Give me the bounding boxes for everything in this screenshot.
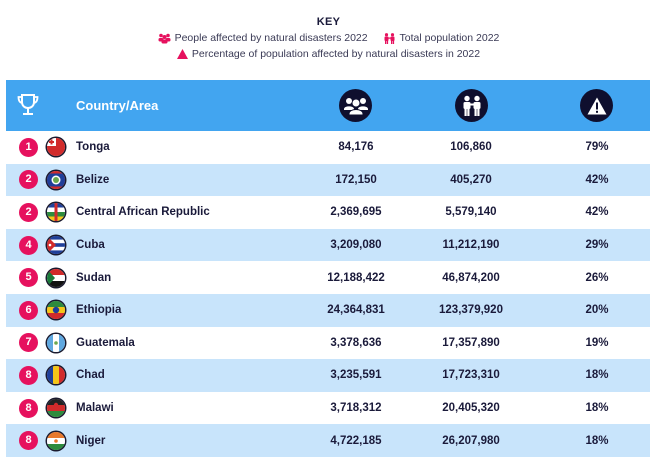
couple-icon (384, 32, 395, 44)
malawi-flag-icon (47, 399, 65, 418)
chad-flag-icon (47, 366, 65, 385)
table-row: 1 Tonga 84,176 106,860 79% (6, 131, 650, 164)
rank-badge: 7 (19, 333, 38, 353)
car-flag-icon (47, 203, 65, 222)
key-item-total-population: Total population 2022 (383, 30, 500, 46)
percentage-value: 18% (585, 369, 609, 382)
table-row: 8 Chad 3,235,591 17,723,310 18% (6, 359, 650, 392)
rank-badge: 5 (19, 268, 38, 288)
percentage-value: 42% (585, 173, 609, 186)
rank-badge: 2 (19, 170, 38, 190)
guatemala-flag-icon (47, 333, 65, 352)
country-name: Ethiopia (76, 304, 122, 317)
warning-triangle-icon (176, 49, 188, 59)
percentage-value: 20% (585, 304, 609, 317)
key-percentage-label: Percentage of population affected by nat… (191, 48, 481, 60)
percentage-value: 26% (585, 271, 609, 284)
percentage-value: 79% (585, 141, 609, 154)
key-item-percentage: Percentage of population affected by nat… (176, 46, 481, 62)
table-row: 5 Sudan 12,188,422 46,874,200 26% (6, 261, 650, 294)
people-affected-value: 3,378,636 (330, 336, 382, 349)
cuba-flag-icon (47, 236, 65, 255)
key-item-people-affected: People affected by natural disasters 202… (158, 30, 368, 46)
country-name: Malawi (76, 402, 114, 415)
country-name: Cuba (76, 239, 105, 252)
total-population-value: 26,207,980 (442, 434, 500, 447)
rank-badge: 4 (19, 235, 38, 255)
country-name: Central African Republic (76, 206, 210, 219)
rank-badge: 8 (19, 431, 38, 451)
key-title: KEY (316, 16, 341, 28)
niger-flag-icon (47, 431, 65, 450)
total-population-value: 106,860 (450, 141, 492, 154)
warning-icon (580, 89, 613, 122)
people-affected-value: 24,364,831 (327, 304, 385, 317)
sudan-flag-icon (47, 268, 65, 287)
disaster-table: Country/Area (6, 80, 650, 457)
percentage-value: 18% (585, 434, 609, 447)
people-affected-value: 2,369,695 (330, 206, 382, 219)
rank-badge: 1 (19, 137, 38, 157)
people-affected-value: 3,718,312 (330, 402, 382, 415)
table-row: 2 Belize 172,150 405,270 42% (6, 163, 650, 197)
key-legend: KEY People affected by natural disasters… (0, 14, 657, 62)
table-row: 6 Ethiopia 24,364,831 123,379,920 20% (6, 293, 650, 327)
rank-badge: 8 (19, 398, 38, 418)
total-population-value: 20,405,320 (442, 402, 500, 415)
people-affected-value: 3,235,591 (330, 369, 382, 382)
trophy-icon (17, 94, 39, 115)
percentage-value: 18% (585, 402, 609, 415)
table-row: 8 Niger 4,722,185 26,207,980 18% (6, 424, 650, 457)
group-icon (339, 89, 372, 122)
table-row: 8 Malawi 3,718,312 20,405,320 18% (6, 392, 650, 425)
belize-flag-icon (47, 170, 65, 189)
country-name: Tonga (76, 141, 110, 154)
total-population-value: 11,212,190 (442, 239, 500, 252)
total-population-value: 405,270 (450, 173, 492, 186)
percentage-value: 42% (585, 206, 609, 219)
people-affected-value: 84,176 (338, 141, 374, 154)
key-people-affected-label: People affected by natural disasters 202… (174, 32, 368, 44)
table-body: 1 Tonga 84,176 106,860 79% 2 Belize 172,… (6, 131, 650, 457)
table-row: 7 Guatemala 3,378,636 17,357,890 19% (6, 327, 650, 360)
country-name: Niger (76, 434, 106, 447)
key-total-population-label: Total population 2022 (399, 32, 500, 44)
people-affected-value: 3,209,080 (330, 239, 382, 252)
couple-icon (455, 89, 488, 122)
country-name: Sudan (76, 271, 112, 284)
country-name: Guatemala (76, 336, 135, 349)
percentage-value: 19% (585, 336, 609, 349)
table-row: 2 Central African Republic 2,369,695 5,5… (6, 196, 650, 229)
country-name: Belize (76, 173, 110, 186)
country-column-header: Country/Area (76, 98, 159, 113)
rank-badge: 2 (19, 202, 38, 222)
table-row: 4 Cuba 3,209,080 11,212,190 29% (6, 228, 650, 262)
table-header: Country/Area (6, 80, 650, 131)
people-affected-value: 172,150 (335, 173, 377, 186)
country-name: Chad (76, 369, 105, 382)
total-population-value: 123,379,920 (439, 304, 503, 317)
tonga-flag-icon (47, 138, 65, 157)
people-affected-value: 4,722,185 (330, 434, 382, 447)
total-population-value: 17,357,890 (442, 336, 500, 349)
people-affected-value: 12,188,422 (327, 271, 385, 284)
ethiopia-flag-icon (47, 301, 65, 320)
total-population-value: 17,723,310 (442, 369, 500, 382)
percentage-value: 29% (585, 239, 609, 252)
group-icon (158, 33, 171, 43)
total-population-value: 46,874,200 (442, 271, 500, 284)
total-population-value: 5,579,140 (445, 206, 497, 219)
rank-badge: 8 (19, 365, 38, 385)
rank-badge: 6 (19, 300, 38, 320)
